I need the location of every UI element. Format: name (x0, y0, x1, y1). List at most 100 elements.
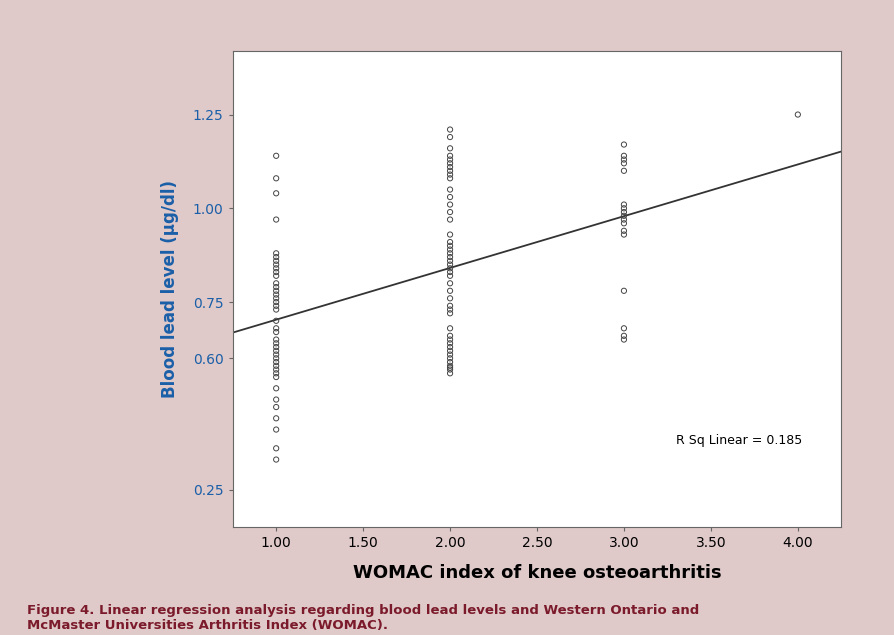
Text: Figure 4. Linear regression analysis regarding blood lead levels and Western Ont: Figure 4. Linear regression analysis reg… (27, 604, 698, 632)
Point (443, 150, 457, 161)
Point (269, 304, 283, 314)
Point (443, 267, 457, 277)
Point (443, 293, 457, 304)
Point (616, 203, 630, 213)
Point (269, 413, 283, 424)
Point (443, 361, 457, 371)
Point (269, 383, 283, 393)
Point (616, 150, 630, 161)
Point (269, 150, 283, 161)
Point (269, 173, 283, 184)
Point (616, 218, 630, 229)
Point (269, 256, 283, 266)
Point (443, 357, 457, 367)
Point (443, 252, 457, 262)
Point (269, 301, 283, 311)
Point (443, 260, 457, 270)
Point (616, 229, 630, 239)
Point (269, 349, 283, 359)
Point (443, 323, 457, 333)
Point (269, 424, 283, 434)
Point (616, 158, 630, 168)
Point (443, 170, 457, 180)
Point (443, 256, 457, 266)
Point (443, 215, 457, 225)
Point (443, 278, 457, 288)
Point (269, 252, 283, 262)
Point (616, 199, 630, 210)
Point (269, 335, 283, 345)
Point (269, 278, 283, 288)
Point (443, 345, 457, 356)
X-axis label: WOMAC index of knee osteoarthritis: WOMAC index of knee osteoarthritis (352, 564, 721, 582)
Point (443, 271, 457, 281)
Point (269, 271, 283, 281)
Point (443, 286, 457, 296)
Point (443, 192, 457, 202)
Point (616, 225, 630, 236)
Point (269, 357, 283, 367)
Point (269, 342, 283, 352)
Text: R Sq Linear = 0.185: R Sq Linear = 0.185 (675, 434, 801, 447)
Point (443, 237, 457, 247)
Point (269, 297, 283, 307)
Point (616, 335, 630, 345)
Point (269, 364, 283, 375)
Point (443, 185, 457, 195)
Point (616, 140, 630, 150)
Point (443, 162, 457, 172)
Point (443, 353, 457, 363)
Point (443, 368, 457, 378)
Point (443, 335, 457, 345)
Point (269, 353, 283, 363)
Point (269, 286, 283, 296)
Point (269, 345, 283, 356)
Point (269, 282, 283, 292)
Point (269, 338, 283, 349)
Point (616, 331, 630, 341)
Point (269, 402, 283, 412)
Y-axis label: Blood lead level (μg/dl): Blood lead level (μg/dl) (161, 180, 179, 398)
Point (616, 286, 630, 296)
Point (443, 301, 457, 311)
Point (443, 349, 457, 359)
Point (443, 363, 457, 373)
Point (269, 455, 283, 465)
Point (789, 109, 804, 119)
Point (616, 207, 630, 217)
Point (443, 264, 457, 274)
Point (443, 342, 457, 352)
Point (269, 368, 283, 378)
Point (616, 154, 630, 164)
Point (616, 215, 630, 225)
Point (443, 132, 457, 142)
Point (443, 207, 457, 217)
Point (443, 173, 457, 184)
Point (616, 323, 630, 333)
Point (443, 331, 457, 341)
Point (269, 372, 283, 382)
Point (269, 316, 283, 326)
Point (443, 308, 457, 318)
Point (269, 248, 283, 258)
Point (269, 394, 283, 404)
Point (269, 361, 283, 371)
Point (269, 188, 283, 198)
Point (269, 327, 283, 337)
Point (443, 364, 457, 375)
Point (616, 211, 630, 221)
Point (443, 304, 457, 314)
Point (269, 290, 283, 300)
Point (443, 158, 457, 168)
Point (443, 199, 457, 210)
Point (443, 154, 457, 164)
Point (269, 264, 283, 274)
Point (269, 293, 283, 304)
Point (443, 241, 457, 251)
Point (443, 248, 457, 258)
Point (269, 323, 283, 333)
Point (443, 166, 457, 176)
Point (443, 144, 457, 154)
Point (616, 166, 630, 176)
Point (443, 124, 457, 135)
